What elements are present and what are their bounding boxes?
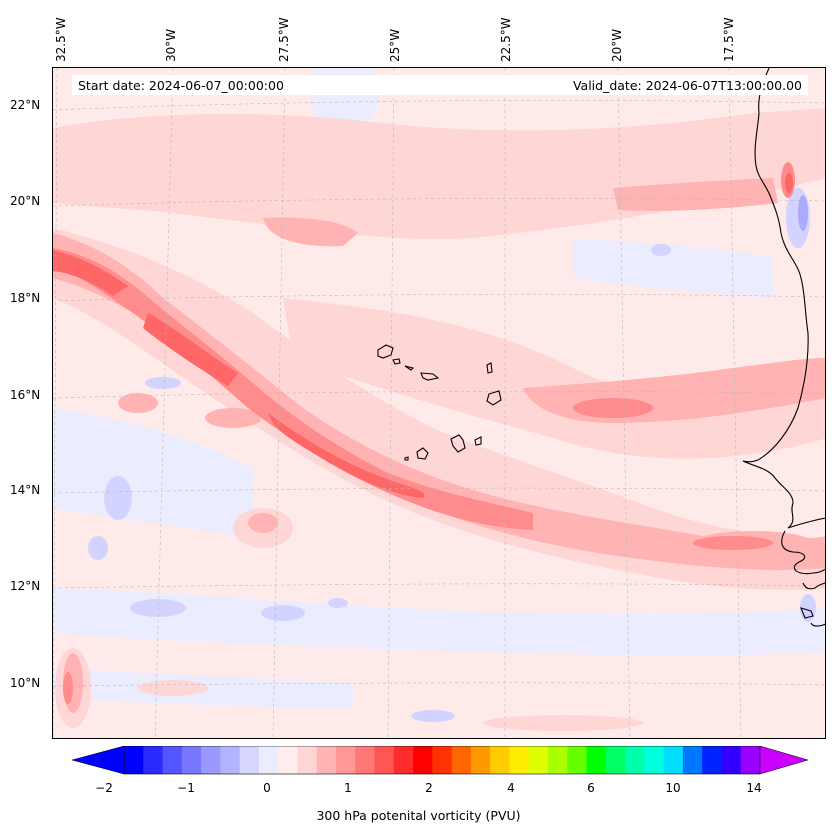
colorbar-cell — [644, 746, 665, 774]
colorbar-cell — [278, 746, 298, 774]
colorbar-cell — [721, 746, 742, 774]
colorbar-cell — [374, 746, 395, 774]
colorbar-cell — [740, 746, 761, 774]
cb-tick: 0 — [263, 781, 271, 795]
colorbar-cell — [258, 746, 279, 774]
lon-label-30w: 30°W — [164, 28, 178, 62]
cape-verde-islands — [377, 344, 502, 461]
colorbar-cell — [143, 746, 164, 774]
cb-tick: 1 — [344, 781, 352, 795]
colorbar-cell — [682, 746, 703, 774]
colorbar-cell — [451, 746, 472, 774]
colorbar-cell — [239, 746, 260, 774]
info-banner: Start date: 2024-06-07_00:00:00 Valid_da… — [72, 75, 808, 95]
lon-label-27-5w: 27.5°W — [277, 17, 291, 62]
lon-label-25w: 25°W — [388, 28, 402, 62]
colorbar-cell — [567, 746, 588, 774]
lat-label-16n: 16°N — [10, 388, 41, 402]
colorbar-cell — [413, 746, 433, 774]
colorbar-cell — [605, 746, 626, 774]
colorbar-cell — [586, 746, 607, 774]
lon-label-32-5w: 32.5°W — [54, 17, 68, 62]
lat-label-20n: 20°N — [10, 194, 41, 208]
colorbar-cell — [625, 746, 645, 774]
colorbar-cell — [509, 746, 530, 774]
colorbar-cell — [432, 746, 453, 774]
colorbar-cell — [124, 746, 144, 774]
colorbar — [72, 746, 809, 775]
cb-tick: 6 — [587, 781, 595, 795]
lon-label-17-5w: 17.5°W — [722, 17, 736, 62]
colorbar-cell — [336, 746, 356, 774]
lon-label-20w: 20°W — [610, 28, 624, 62]
colorbar-cell — [181, 746, 202, 774]
colorbar-label: 300 hPa potenital vorticity (PVU) — [316, 808, 521, 823]
colorbar-cell — [316, 746, 337, 774]
lat-label-22n: 22°N — [10, 98, 41, 112]
lon-label-22-5w: 22.5°W — [499, 17, 513, 62]
colorbar-cell — [220, 746, 241, 774]
negative-pv-darker — [88, 188, 816, 722]
graticule — [53, 68, 825, 738]
start-date-text: Start date: 2024-06-07_00:00:00 — [78, 78, 284, 93]
colorbar-cell — [393, 746, 414, 774]
colorbar-min-arrow — [72, 746, 125, 775]
colorbar-cell — [162, 746, 183, 774]
colorbar-cell — [355, 746, 376, 774]
cb-tick: 2 — [425, 781, 433, 795]
cb-tick: −1 — [177, 781, 195, 795]
pv-field — [53, 68, 825, 738]
africa-coastline — [742, 68, 825, 627]
cb-tick: 10 — [665, 781, 681, 795]
lat-label-10n: 10°N — [10, 676, 41, 690]
lat-label-18n: 18°N — [10, 291, 41, 305]
lat-label-12n: 12°N — [10, 579, 41, 593]
colorbar-max-arrow — [759, 746, 809, 775]
cb-tick: 14 — [746, 781, 762, 795]
cb-tick: 4 — [507, 781, 515, 795]
colorbar-cell — [297, 746, 318, 774]
pv-level-1-8 — [53, 173, 793, 498]
pv-map — [52, 67, 826, 739]
colorbar-cell — [548, 746, 568, 774]
colorbar-cell — [470, 746, 491, 774]
colorbar-cell — [663, 746, 684, 774]
cb-tick: −2 — [95, 781, 113, 795]
colorbar-cell — [528, 746, 549, 774]
valid-date-text: Valid_date: 2024-06-07T13:00:00.00 — [572, 78, 802, 93]
colorbar-cell — [702, 746, 722, 774]
colorbar-cell — [201, 746, 221, 774]
colorbar-cell — [490, 746, 510, 774]
lat-label-14n: 14°N — [10, 483, 41, 497]
